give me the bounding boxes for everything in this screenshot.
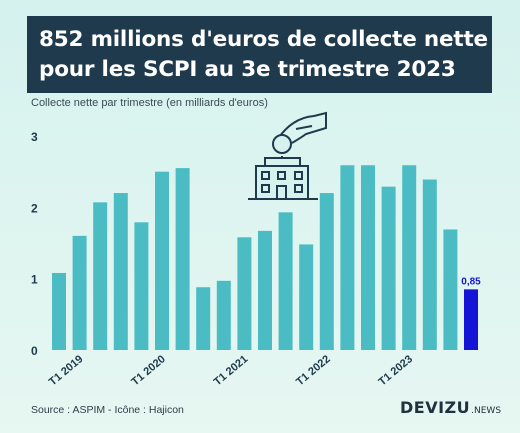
bar: [443, 229, 458, 350]
highlight-data-label: 0,85: [461, 276, 481, 287]
bar: [52, 272, 66, 350]
chart-title-line-2: pour les SCPI au 3e trimestre 2023: [39, 57, 456, 82]
bar: [340, 165, 355, 350]
bar: [72, 235, 87, 350]
y-tick-label: 1: [31, 273, 38, 287]
hand-building-icon: [248, 111, 327, 200]
chart-title-line-1: 852 millions d'euros de collecte nette: [39, 27, 488, 52]
bar: [175, 168, 190, 350]
bar: [216, 280, 231, 350]
bar: [361, 165, 375, 350]
y-tick-label: 2: [31, 201, 38, 215]
source-note: Source : ASPIM - Icône : Hajicon: [31, 404, 184, 416]
bar: [196, 287, 211, 350]
bar: [299, 244, 314, 350]
chart-subtitle: Collecte nette par trimestre (en milliar…: [31, 97, 268, 109]
brand-name: DEVIZU: [400, 398, 471, 417]
x-tick-label: T1 2019: [47, 353, 86, 388]
bar: [237, 237, 252, 350]
bar: [422, 179, 437, 350]
bar: [113, 193, 128, 350]
brand-suffix: .NEWS: [471, 406, 502, 416]
x-tick-label: T1 2021: [212, 353, 251, 388]
bar: [258, 230, 272, 350]
y-tick-label: 3: [31, 130, 38, 144]
x-tick-label: T1 2020: [129, 353, 168, 388]
x-tick-label: T1 2023: [376, 353, 415, 388]
bar: [381, 186, 396, 350]
title-banner: 852 millions d'euros de collecte nette p…: [27, 16, 492, 93]
bar: [134, 222, 149, 350]
y-tick-label: 0: [31, 344, 38, 358]
bar: [319, 193, 334, 350]
bar: [155, 171, 169, 350]
bar-highlight: [464, 289, 478, 350]
bar: [278, 212, 293, 350]
x-tick-label: T1 2022: [294, 353, 333, 388]
bar: [402, 165, 417, 350]
bar: [93, 202, 108, 350]
brand-logo: DEVIZU.NEWS: [400, 398, 501, 417]
